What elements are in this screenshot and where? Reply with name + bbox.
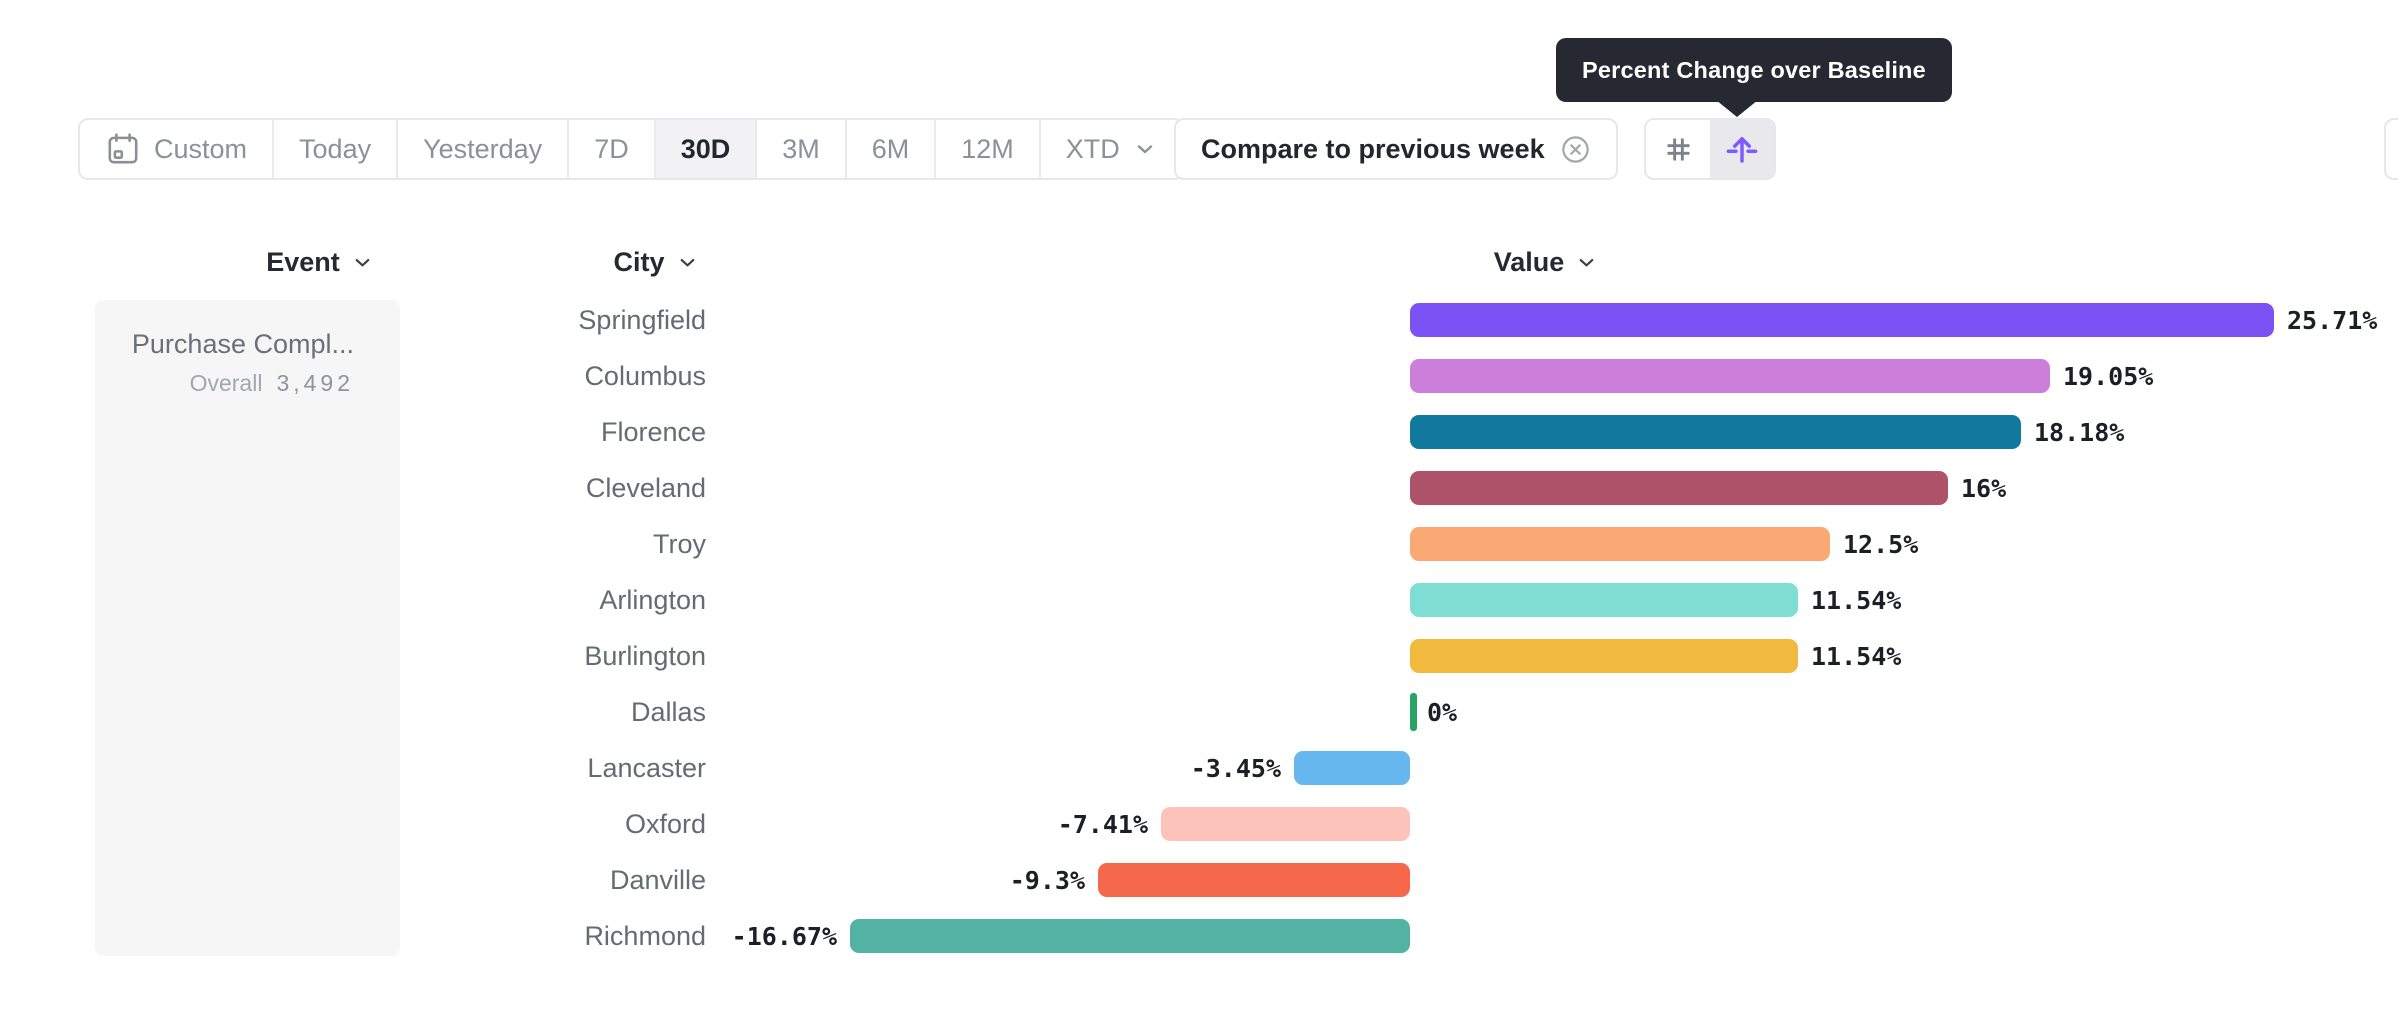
column-header-label: Event <box>266 246 340 277</box>
grid-view-button[interactable] <box>1646 120 1710 178</box>
value-bar[interactable] <box>1410 693 1417 731</box>
value-label: 19.05% <box>2063 362 2154 391</box>
date-range-12m-button[interactable]: 12M <box>936 120 1041 178</box>
value-label: 16% <box>1961 474 2007 503</box>
bar-chart: Springfield 25.71% Columbus 19.05% Florence 1… <box>0 292 2398 964</box>
date-range-yesterday-button[interactable]: Yesterday <box>398 120 570 178</box>
value-bar[interactable] <box>1294 751 1410 785</box>
bar-row: Arlington 11.54% <box>0 572 2398 628</box>
calendar-icon <box>105 131 141 167</box>
chevron-down-icon <box>1133 137 1157 161</box>
date-range-control: Custom Today Yesterday 7D 30D 3M 6M 12M … <box>78 118 1184 180</box>
city-label: Oxford <box>624 809 706 839</box>
value-bar[interactable] <box>1410 527 1830 561</box>
date-range-xtd-button[interactable]: XTD <box>1041 120 1182 178</box>
city-label: Arlington <box>599 585 706 615</box>
bar-row: Oxford -7.41% <box>0 796 2398 852</box>
column-header-city[interactable]: City <box>536 236 776 288</box>
column-header-value[interactable]: Value <box>1426 236 1666 288</box>
bar-row: Columbus 19.05% <box>0 348 2398 404</box>
city-label: Richmond <box>584 921 706 951</box>
value-bar[interactable] <box>1410 471 1948 505</box>
value-bar[interactable] <box>1410 303 2274 337</box>
value-bar[interactable] <box>1410 583 1798 617</box>
value-label: 11.54% <box>1811 586 1902 615</box>
city-label: Columbus <box>584 361 706 391</box>
value-label: 25.71% <box>2287 306 2378 335</box>
value-bar[interactable] <box>1098 863 1410 897</box>
bar-row: Danville -9.3% <box>0 852 2398 908</box>
event-name: Purchase Compl... <box>131 329 354 359</box>
clipped-edge-button[interactable] <box>2384 118 2398 180</box>
value-label: 11.54% <box>1811 642 1902 671</box>
compare-label: Compare to previous week <box>1201 133 1545 164</box>
value-bar[interactable] <box>850 919 1410 953</box>
value-bar[interactable] <box>1410 415 2021 449</box>
city-label: Danville <box>609 865 706 895</box>
tooltip-percent-change: Percent Change over Baseline <box>1556 38 1952 102</box>
date-range-3m-button[interactable]: 3M <box>757 120 847 178</box>
city-label: Florence <box>600 417 706 447</box>
city-label: Burlington <box>584 641 706 671</box>
city-label: Cleveland <box>585 473 706 503</box>
value-bar[interactable] <box>1410 639 1798 673</box>
overall-value: 3,492 <box>276 370 354 396</box>
city-label: Springfield <box>578 305 706 335</box>
compare-to-previous-week-chip[interactable]: Compare to previous week <box>1174 118 1618 180</box>
tooltip-arrow <box>1716 100 1758 117</box>
value-display-toggle <box>1644 118 1776 180</box>
value-label: 18.18% <box>2034 418 2125 447</box>
value-label: -9.3% <box>1009 866 1085 895</box>
chevron-down-icon <box>351 251 374 274</box>
value-label: -7.41% <box>1057 810 1148 839</box>
value-label: -16.67% <box>731 922 837 951</box>
column-header-label: Value <box>1493 246 1565 277</box>
date-range-label: Custom <box>154 133 248 164</box>
value-label: -3.45% <box>1190 754 1281 783</box>
column-header-event[interactable]: Event <box>200 236 440 288</box>
date-range-7d-button[interactable]: 7D <box>569 120 656 178</box>
bar-row: Cleveland 16% <box>0 460 2398 516</box>
bar-row: Springfield 25.71% <box>0 292 2398 348</box>
hash-icon <box>1662 133 1695 166</box>
date-range-label: XTD <box>1065 133 1120 164</box>
bar-row: Richmond -16.67% <box>0 908 2398 964</box>
percent-change-view-button[interactable] <box>1710 120 1774 178</box>
value-bar[interactable] <box>1410 359 2050 393</box>
column-header-label: City <box>613 246 665 277</box>
city-label: Lancaster <box>587 753 706 783</box>
bar-row: Dallas 0% <box>0 684 2398 740</box>
overall-label: Overall <box>189 370 263 396</box>
date-range-30d-button[interactable]: 30D <box>655 120 758 178</box>
chevron-down-icon <box>1575 251 1598 274</box>
bar-row: Florence 18.18% <box>0 404 2398 460</box>
date-range-custom-button[interactable]: Custom <box>80 120 275 178</box>
city-label: Dallas <box>630 697 706 727</box>
value-label: 12.5% <box>1843 530 1919 559</box>
baseline-arrow-icon <box>1723 130 1761 168</box>
date-range-today-button[interactable]: Today <box>274 120 399 178</box>
value-label: 0% <box>1427 698 1458 727</box>
bar-row: Burlington 11.54% <box>0 628 2398 684</box>
event-overall: Overall 3,492 <box>95 370 354 397</box>
value-bar[interactable] <box>1161 807 1410 841</box>
event-card-purchase-completed[interactable]: Purchase Compl... Overall 3,492 <box>95 300 400 956</box>
chevron-down-icon <box>676 251 699 274</box>
date-range-6m-button[interactable]: 6M <box>847 120 937 178</box>
city-label: Troy <box>653 529 706 559</box>
remove-comparison-icon[interactable] <box>1560 134 1591 165</box>
bar-row: Troy 12.5% <box>0 516 2398 572</box>
bar-row: Lancaster -3.45% <box>0 740 2398 796</box>
